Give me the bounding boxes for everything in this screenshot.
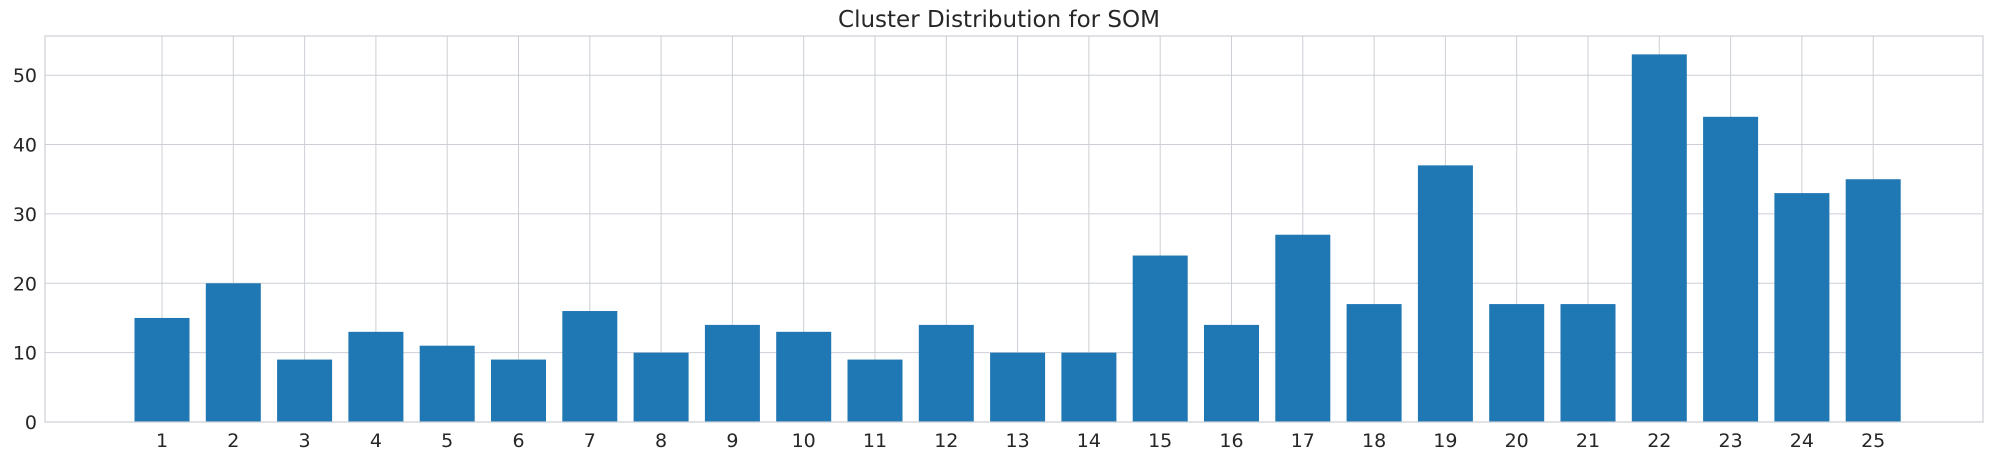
y-tick-label: 10 bbox=[13, 343, 37, 365]
x-tick-label: 25 bbox=[1861, 430, 1885, 452]
bar-cluster-14 bbox=[1061, 352, 1117, 422]
x-tick-label: 19 bbox=[1433, 430, 1457, 452]
bar-cluster-25 bbox=[1845, 179, 1901, 422]
x-tick-label: 17 bbox=[1291, 430, 1315, 452]
x-tick-label: 2 bbox=[227, 430, 239, 452]
bar-cluster-22 bbox=[1631, 54, 1687, 422]
y-tick-label: 30 bbox=[13, 204, 37, 226]
x-axis-ticks: 1 2 3 4 5 6 7 8 9 10 11 12 13 14 15 16 17 18 19 20 21 22 23 24 2… bbox=[156, 430, 1885, 452]
x-tick-label: 5 bbox=[441, 430, 453, 452]
bar-cluster-8 bbox=[633, 352, 689, 422]
bars-group bbox=[134, 54, 1901, 423]
bar-cluster-6 bbox=[491, 359, 546, 422]
x-tick-label: 1 bbox=[156, 430, 168, 452]
bar-cluster-9 bbox=[704, 324, 760, 422]
bar-cluster-18 bbox=[1346, 304, 1402, 422]
x-tick-label: 12 bbox=[934, 430, 958, 452]
y-tick-label: 0 bbox=[25, 412, 37, 434]
x-tick-label: 24 bbox=[1790, 430, 1814, 452]
bar-cluster-24 bbox=[1774, 193, 1830, 422]
bar-cluster-20 bbox=[1489, 304, 1545, 422]
bar-cluster-12 bbox=[918, 324, 974, 422]
bar-cluster-23 bbox=[1703, 116, 1759, 423]
y-tick-label: 50 bbox=[13, 65, 37, 87]
bar-cluster-2 bbox=[205, 283, 261, 422]
bar-cluster-13 bbox=[990, 352, 1046, 422]
bar-cluster-19 bbox=[1417, 165, 1473, 422]
x-tick-label: 14 bbox=[1077, 430, 1101, 452]
x-tick-label: 23 bbox=[1719, 430, 1743, 452]
y-tick-label: 20 bbox=[13, 273, 37, 295]
x-tick-label: 13 bbox=[1006, 430, 1030, 452]
x-tick-label: 18 bbox=[1362, 430, 1386, 452]
x-tick-label: 6 bbox=[512, 430, 524, 452]
bar-cluster-10 bbox=[776, 331, 832, 422]
x-tick-label: 22 bbox=[1647, 430, 1671, 452]
x-tick-label: 3 bbox=[299, 430, 311, 452]
bar-cluster-16 bbox=[1204, 324, 1259, 422]
bar-cluster-17 bbox=[1275, 234, 1331, 422]
plot-frame bbox=[44, 35, 1984, 423]
bar-cluster-3 bbox=[277, 359, 333, 422]
x-tick-label: 15 bbox=[1148, 430, 1172, 452]
x-tick-label: 10 bbox=[792, 430, 816, 452]
bar-cluster-4 bbox=[348, 331, 404, 422]
x-tick-label: 9 bbox=[726, 430, 738, 452]
bar-cluster-7 bbox=[562, 311, 618, 422]
x-tick-label: 21 bbox=[1576, 430, 1600, 452]
y-tick-label: 40 bbox=[13, 135, 37, 157]
x-tick-label: 4 bbox=[370, 430, 382, 452]
x-tick-label: 16 bbox=[1219, 430, 1243, 452]
y-axis-ticks: 0 10 20 30 40 50 bbox=[13, 65, 37, 434]
x-tick-label: 20 bbox=[1505, 430, 1529, 452]
bar-cluster-1 bbox=[134, 317, 190, 422]
bar-cluster-5 bbox=[419, 345, 475, 422]
bar-cluster-15 bbox=[1132, 255, 1188, 422]
x-tick-label: 11 bbox=[863, 430, 887, 452]
x-tick-label: 8 bbox=[655, 430, 667, 452]
bar-cluster-11 bbox=[847, 359, 903, 422]
bar-cluster-21 bbox=[1560, 304, 1616, 422]
x-tick-label: 7 bbox=[584, 430, 596, 452]
chart-title: Cluster Distribution for SOM bbox=[838, 7, 1160, 33]
